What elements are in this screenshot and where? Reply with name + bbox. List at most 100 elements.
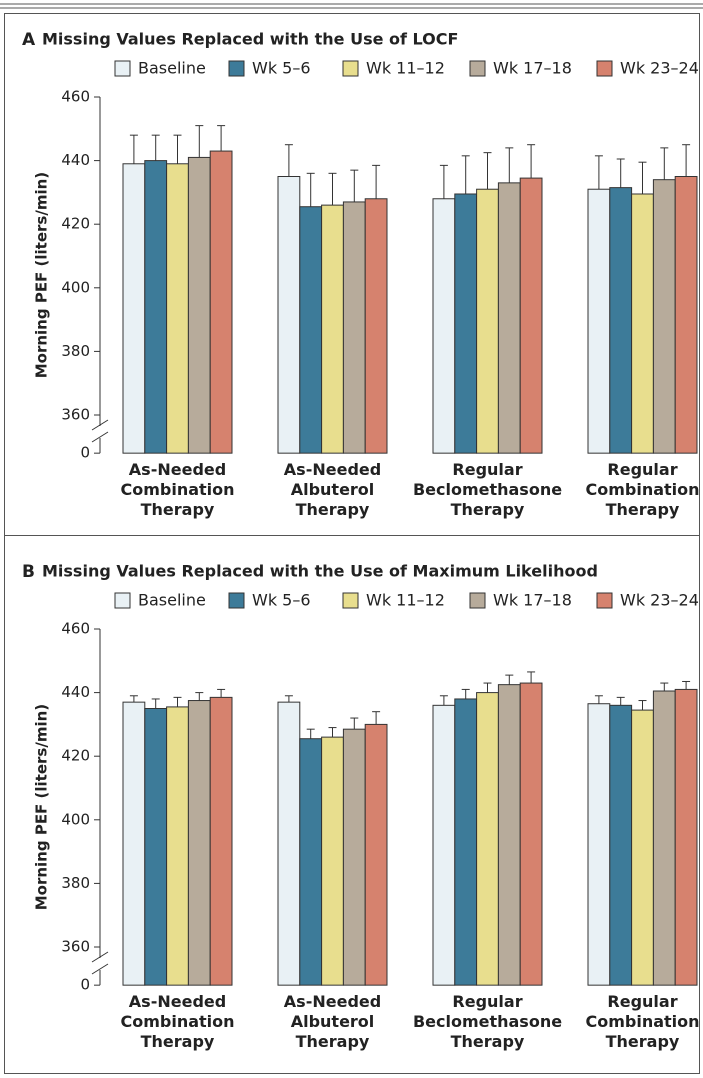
y-tick-label: 460 — [61, 88, 90, 106]
legend-label: Wk 23–24 — [620, 591, 699, 610]
bar — [432, 704, 456, 986]
bar — [277, 176, 301, 454]
x-tick-label: Regular Combination Therapy — [585, 992, 699, 1051]
legend-label: Baseline — [138, 59, 206, 78]
x-tick-label-line: Combination — [585, 480, 699, 499]
legend-label: Wk 11–12 — [366, 59, 445, 78]
y-tick-label: 400 — [61, 278, 90, 296]
bar — [652, 690, 676, 986]
x-tick-label-line: Regular — [607, 992, 677, 1011]
legend-label: Wk 11–12 — [366, 591, 445, 610]
bar — [631, 709, 654, 986]
x-tick-label-line: As-Needed — [284, 992, 381, 1011]
bar — [364, 723, 388, 986]
x-tick-label: Regular Beclomethasone Therapy — [413, 992, 562, 1051]
legend-label: Wk 5–6 — [252, 591, 311, 610]
y-tick-label: 360 — [61, 938, 90, 956]
bar — [299, 206, 323, 454]
y-axis-label: Morning PEF (liters/min) — [33, 704, 51, 910]
bar — [342, 728, 366, 986]
panel-title: Missing Values Replaced with the Use of … — [42, 30, 458, 49]
x-tick-label: As-Needed Albuterol Therapy — [284, 992, 381, 1051]
legend-swatch — [228, 592, 245, 609]
y-tick-label: 420 — [61, 215, 90, 233]
legend-swatch — [469, 592, 486, 609]
bar — [187, 156, 211, 454]
y-tick-label: 440 — [61, 683, 90, 701]
x-tick-label-line: Therapy — [606, 500, 680, 519]
x-tick-label-line: Therapy — [296, 1032, 370, 1051]
y-tick-label: 380 — [61, 874, 90, 892]
bar — [454, 193, 478, 454]
bar — [519, 682, 543, 986]
legend-label: Wk 17–18 — [493, 591, 572, 610]
y-axis-label: Morning PEF (liters/min) — [33, 172, 51, 378]
bar — [187, 700, 211, 986]
y-tick-label: 360 — [61, 406, 90, 424]
legend-swatch — [596, 592, 613, 609]
bar — [144, 708, 168, 986]
bar — [609, 187, 633, 454]
x-tick-label-line: Beclomethasone — [413, 480, 562, 499]
bar — [321, 204, 344, 454]
legend-label: Wk 5–6 — [252, 59, 311, 78]
x-tick-label-line: Albuterol — [291, 480, 375, 499]
legend-swatch — [596, 60, 613, 77]
legend-swatch — [342, 60, 359, 77]
bar — [674, 688, 698, 986]
y-tick-label: 380 — [61, 342, 90, 360]
x-tick-label-line: Albuterol — [291, 1012, 375, 1031]
legend-label: Baseline — [138, 591, 206, 610]
bar — [364, 198, 388, 454]
x-tick-label-line: Regular — [452, 460, 522, 479]
x-tick-label-line: Combination — [120, 1012, 234, 1031]
legend-swatch — [114, 60, 131, 77]
x-tick-label: As-Needed Albuterol Therapy — [284, 460, 381, 519]
panel-label: B — [22, 562, 35, 582]
bar — [166, 163, 189, 454]
bar — [321, 736, 344, 986]
bar — [342, 201, 366, 454]
y-tick-label: 440 — [61, 151, 90, 169]
bar — [209, 150, 233, 454]
panel-title: Missing Values Replaced with the Use of … — [42, 562, 598, 581]
x-tick-label: As-Needed Combination Therapy — [120, 992, 234, 1051]
x-tick-label-line: Therapy — [451, 1032, 525, 1051]
y-tick-label: 460 — [61, 620, 90, 638]
legend-swatch — [469, 60, 486, 77]
x-tick-label-line: Therapy — [296, 500, 370, 519]
legend-label: Wk 17–18 — [493, 59, 572, 78]
axis-break — [91, 431, 109, 443]
axis-break — [91, 963, 109, 975]
x-tick-label-line: As-Needed — [129, 460, 226, 479]
bar — [299, 738, 323, 986]
x-tick-label-line: Therapy — [141, 1032, 215, 1051]
axis-break — [91, 419, 109, 431]
bar — [122, 163, 146, 454]
bar — [454, 698, 478, 986]
legend-swatch — [228, 60, 245, 77]
x-tick-label-line: Combination — [120, 480, 234, 499]
x-tick-label: Regular Combination Therapy — [585, 460, 699, 519]
x-tick-label-line: Therapy — [451, 500, 525, 519]
bar — [631, 193, 654, 454]
x-tick-label: Regular Beclomethasone Therapy — [413, 460, 562, 519]
x-tick-label-line: As-Needed — [284, 460, 381, 479]
bar — [432, 198, 456, 454]
panel-label: A — [22, 30, 36, 50]
bar — [277, 701, 301, 986]
x-tick-label-line: Beclomethasone — [413, 1012, 562, 1031]
y-tick-label: 0 — [80, 444, 90, 462]
x-tick-label-line: Regular — [607, 460, 677, 479]
y-tick-label: 0 — [80, 976, 90, 994]
bar — [476, 188, 499, 454]
legend-swatch — [342, 592, 359, 609]
x-tick-label-line: As-Needed — [129, 992, 226, 1011]
bar — [476, 692, 499, 986]
y-tick-label: 400 — [61, 810, 90, 828]
bar — [587, 703, 611, 986]
bar — [166, 706, 189, 986]
y-tick-label: 420 — [61, 747, 90, 765]
